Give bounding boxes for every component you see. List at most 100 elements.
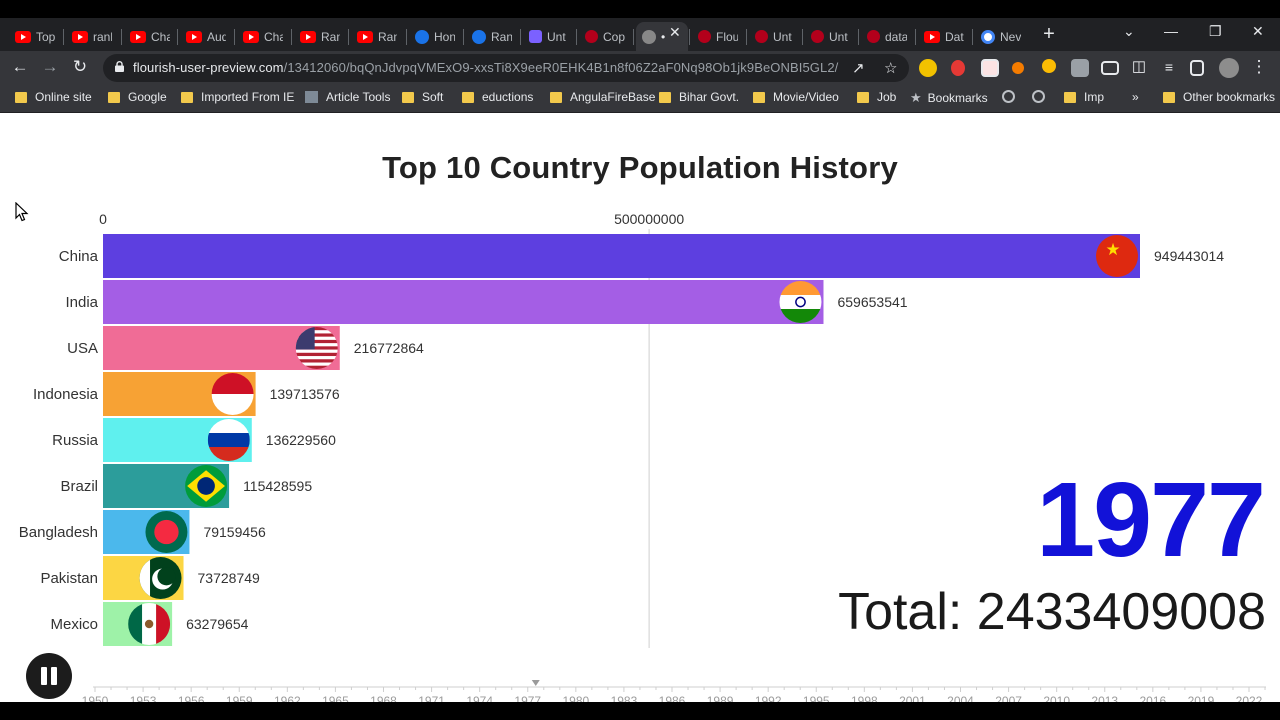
browser-tab[interactable]: Unt [523, 22, 569, 51]
browser-tab[interactable]: Ran [294, 22, 340, 51]
axis-tick-label: 500000000 [614, 211, 684, 227]
timeline-handle-icon[interactable] [531, 680, 540, 686]
extension-icon[interactable] [1071, 59, 1089, 77]
close-window-icon[interactable]: ✕ [1252, 23, 1264, 39]
bar-category-label: Pakistan [40, 570, 98, 587]
tab-search-icon[interactable]: ⌄ [1123, 23, 1135, 39]
timeline-year-label: 1992 [755, 694, 782, 702]
flag-stripe [295, 365, 338, 369]
forward-arrow-icon[interactable]: → [41, 57, 59, 76]
browser-tab[interactable]: Ran [466, 22, 512, 51]
flag-stripe [295, 330, 338, 334]
bookmark-item[interactable]: Movie/Video [753, 90, 839, 104]
browser-tab[interactable]: Ran [351, 22, 397, 51]
timeline[interactable]: 1950 1953 1956 1959 1962 1965 1968 1971 1974 1977… [82, 680, 1266, 702]
address-bar[interactable]: flourish-user-preview.com/13412060/bqQnJ… [103, 54, 909, 82]
bookmark-label: Imported From IE [201, 90, 295, 104]
extension-icon[interactable] [1101, 61, 1119, 75]
bookmark-item[interactable]: ★ Bookmarks [910, 90, 988, 106]
bookmark-item[interactable]: AngulaFireBase [550, 90, 655, 104]
tab-separator [576, 29, 577, 45]
bookmark-item[interactable]: Soft [402, 90, 443, 104]
new-tab-button[interactable]: + [1043, 23, 1055, 45]
flag-stripe [128, 603, 143, 645]
bookmark-item[interactable]: » [1132, 90, 1139, 104]
tab-separator [746, 29, 747, 45]
bookmark-label: AngulaFireBase [570, 90, 656, 104]
bookmark-item[interactable]: Job [857, 90, 896, 104]
china-flag-icon: ★ [1096, 235, 1138, 277]
timeline-year-label: 2001 [899, 694, 926, 702]
extension-icon[interactable] [919, 59, 937, 77]
browser-tab[interactable]: Top [9, 22, 55, 51]
extension-icon[interactable] [1042, 59, 1056, 73]
timeline-year-label: 2019 [1188, 694, 1215, 702]
bar-category-label: China [59, 248, 99, 265]
extension-icon[interactable] [981, 59, 999, 77]
tab-separator [689, 29, 690, 45]
tab-separator [520, 29, 521, 45]
folder-icon [550, 91, 562, 103]
bookmark-item[interactable]: Online site [15, 90, 92, 104]
bookmark-item[interactable]: Google [108, 90, 167, 104]
timeline-year-label: 1998 [851, 694, 878, 702]
pause-button[interactable] [26, 653, 72, 699]
browser-tab[interactable]: Unt [805, 22, 851, 51]
browser-tab[interactable]: Aud [180, 22, 226, 51]
folder-icon [1064, 91, 1076, 103]
browser-tab[interactable]: Unt [749, 22, 795, 51]
bookmarks-bar: Online site Google Imported From IE Article… [0, 84, 1280, 113]
bookmark-item[interactable]: Imported From IE [181, 90, 294, 104]
restore-icon[interactable]: ❐ [1209, 23, 1222, 39]
tab-separator [121, 29, 122, 45]
browser-tab[interactable]: Cha [124, 22, 170, 51]
bookmark-item[interactable]: Bihar Govt. [659, 90, 739, 104]
browser-tab[interactable]: Dat [918, 22, 964, 51]
indonesia-flag-icon [211, 373, 254, 415]
flourish-icon [755, 30, 768, 43]
timeline-year-label: 1971 [418, 694, 445, 702]
back-arrow-icon[interactable]: ← [11, 57, 29, 76]
browser-tab[interactable]: Cha [237, 22, 283, 51]
menu-kebab-icon[interactable]: ⋮ [1250, 57, 1268, 76]
tab-label: ranl [93, 29, 112, 44]
tab-label: Hon [434, 29, 455, 44]
browser-tab[interactable]: Flou [692, 22, 738, 51]
close-tab-icon[interactable]: ✕ [669, 24, 681, 40]
share-icon[interactable]: ↗ [852, 60, 865, 77]
browser-tab[interactable]: • [636, 22, 688, 51]
url-host: flourish-user-preview.com [133, 60, 284, 75]
flag-stripe [207, 419, 250, 433]
browser-tab[interactable]: data [861, 22, 907, 51]
star-icon: ★ [910, 90, 922, 105]
puzzle-icon[interactable]: ◫ [1131, 58, 1147, 75]
bookmark-item[interactable]: Other bookmarks [1163, 90, 1275, 104]
browser-tab[interactable]: Hon [409, 22, 455, 51]
youtube-icon [300, 30, 316, 43]
tab-separator [291, 29, 292, 45]
bookmark-star-icon[interactable]: ☆ [884, 60, 898, 77]
timeline-year-label: 1983 [611, 694, 638, 702]
flag-stripe [295, 346, 338, 350]
extension-icon[interactable] [951, 60, 965, 76]
media-icon[interactable]: ≡ [1164, 59, 1174, 75]
bookmark-item[interactable]: Imp [1064, 90, 1104, 104]
browser-tab[interactable]: Nev [975, 22, 1021, 51]
timeline-year-label: 1974 [466, 694, 493, 702]
url-text: flourish-user-preview.com/13412060/bqQnJ… [133, 60, 838, 75]
side-panel-icon[interactable] [1190, 60, 1204, 76]
browser-tab[interactable]: Cop [579, 22, 625, 51]
minimize-icon[interactable]: — [1164, 23, 1178, 39]
flag-stripe [295, 327, 338, 331]
bookmark-item[interactable]: eductions [462, 90, 533, 104]
browser-tab[interactable]: ranl [66, 22, 112, 51]
bookmark-item[interactable]: Article Tools [305, 90, 390, 104]
extension-icon[interactable] [1012, 62, 1024, 74]
avatar[interactable] [1219, 58, 1239, 78]
bookmark-item[interactable] [1002, 90, 1023, 103]
bar-value-label: 79159456 [203, 524, 266, 540]
bookmark-item[interactable] [1032, 90, 1053, 103]
bookmark-label: Imp [1084, 90, 1105, 104]
reload-icon[interactable]: ↻ [72, 57, 88, 76]
tab-separator [63, 29, 64, 45]
